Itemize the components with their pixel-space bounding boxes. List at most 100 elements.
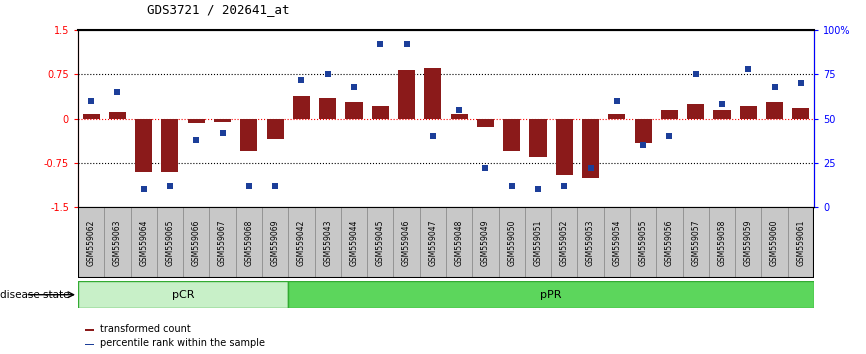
Bar [709,207,735,278]
Point [452,107,466,113]
Bar [82,114,100,119]
Text: GSM559045: GSM559045 [376,219,385,266]
Bar [761,207,788,278]
Bar [556,119,572,175]
Bar [320,98,336,119]
Point [163,183,177,189]
Point [662,133,676,139]
Point [715,102,729,107]
Point [610,98,624,104]
Bar [262,207,288,278]
Text: GSM559054: GSM559054 [612,219,622,266]
Point [294,77,308,82]
Bar [551,207,578,278]
Point [347,84,361,90]
Bar [78,207,104,278]
Text: GSM559057: GSM559057 [691,219,701,266]
Bar [424,68,442,119]
Bar [525,207,551,278]
Point [426,133,440,139]
Bar [157,207,183,278]
Bar [450,114,468,119]
Bar [472,207,499,278]
Text: GSM559060: GSM559060 [770,219,779,266]
Point [268,183,282,189]
Bar [183,207,210,278]
Point [320,72,334,77]
Bar [341,207,367,278]
Point [637,142,650,148]
Bar [635,119,652,143]
Text: GSM559067: GSM559067 [218,219,227,266]
Bar [604,207,630,278]
Text: GSM559063: GSM559063 [113,219,122,266]
Point [794,80,808,86]
Text: GSM559042: GSM559042 [297,219,306,266]
Bar [104,207,131,278]
Point [505,183,519,189]
Text: GSM559055: GSM559055 [638,219,648,266]
Point [558,183,572,189]
Text: percentile rank within the sample: percentile rank within the sample [100,338,265,348]
Bar [608,114,625,119]
Bar [499,207,525,278]
Bar [293,96,310,119]
Text: GSM559050: GSM559050 [507,219,516,266]
Text: GSM559065: GSM559065 [165,219,174,266]
Bar [503,119,520,151]
Text: GSM559064: GSM559064 [139,219,148,266]
Text: GSM559043: GSM559043 [323,219,333,266]
Bar [393,207,420,278]
Bar [714,110,731,119]
Bar [288,207,314,278]
Point [531,187,545,192]
Point [399,41,413,47]
Text: GSM559056: GSM559056 [665,219,674,266]
Text: GSM559052: GSM559052 [559,219,569,266]
Text: GSM559053: GSM559053 [586,219,595,266]
Bar [656,207,682,278]
Point [242,183,255,189]
Point [190,137,204,143]
Bar [529,119,546,157]
Point [137,187,151,192]
Bar [630,207,656,278]
Text: GSM559047: GSM559047 [429,219,437,266]
Text: GSM559069: GSM559069 [270,219,280,266]
Bar [161,119,178,172]
Point [373,41,387,47]
Bar [314,207,341,278]
Text: pPR: pPR [540,290,562,300]
Text: GSM559061: GSM559061 [797,219,805,266]
Bar [367,207,393,278]
Bar [210,207,236,278]
Text: disease state: disease state [0,290,69,300]
Text: GSM559059: GSM559059 [744,219,753,266]
Bar [78,281,288,308]
Text: GDS3721 / 202641_at: GDS3721 / 202641_at [147,3,290,16]
Bar [188,119,204,123]
Bar [109,112,126,119]
Text: GSM559058: GSM559058 [718,219,727,266]
Bar [688,104,704,119]
Text: GSM559051: GSM559051 [533,219,542,266]
Bar [766,102,783,119]
Point [688,72,702,77]
Point [741,66,755,72]
Point [216,130,229,136]
Text: transformed count: transformed count [100,324,191,333]
Bar [582,119,599,178]
Text: GSM559068: GSM559068 [244,219,254,266]
Text: GSM559062: GSM559062 [87,219,95,266]
Point [767,84,781,90]
Text: GSM559066: GSM559066 [191,219,201,266]
Bar [578,207,604,278]
Bar [85,344,94,345]
Bar [788,207,814,278]
Point [479,165,493,171]
Bar [735,207,761,278]
Bar [131,207,157,278]
Bar [346,102,363,119]
Bar [661,110,678,119]
Text: GSM559046: GSM559046 [402,219,411,266]
